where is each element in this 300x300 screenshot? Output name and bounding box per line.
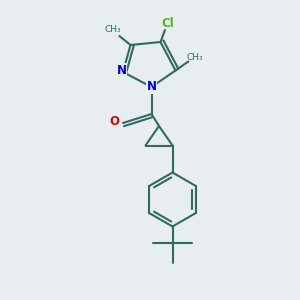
Text: CH₃: CH₃ [187, 52, 203, 62]
Text: N: N [116, 64, 127, 77]
Text: Cl: Cl [162, 17, 174, 30]
Text: N: N [146, 80, 157, 94]
Text: O: O [110, 115, 120, 128]
Text: CH₃: CH₃ [104, 26, 121, 34]
